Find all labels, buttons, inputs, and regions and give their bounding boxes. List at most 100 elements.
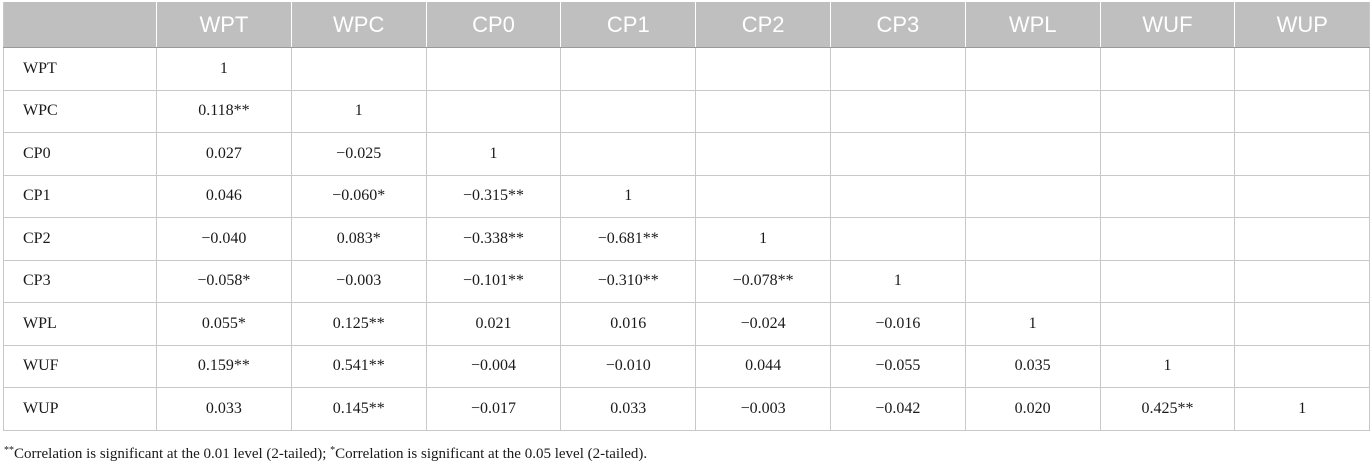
table-cell (829, 89, 966, 133)
table-cell (1234, 302, 1371, 346)
column-header: CP0 (426, 2, 562, 48)
table-cell (1234, 259, 1371, 303)
table-cell (964, 174, 1101, 218)
table-cell (1099, 259, 1236, 303)
table-cell: 0.046 (156, 174, 292, 218)
table-cell (560, 89, 697, 133)
table-row: CP2 −0.040 0.083* −0.338** −0.681** 1 (3, 217, 1371, 261)
table-cell: 1 (290, 89, 427, 133)
table-cell: −0.010 (560, 344, 697, 388)
table-cell (964, 217, 1101, 261)
table-cell (1099, 89, 1236, 133)
table-cell: −0.004 (425, 344, 562, 388)
table-cell (425, 89, 562, 133)
row-header-cell: CP3 (3, 259, 157, 303)
table-cell (425, 47, 562, 91)
table-cell (1099, 132, 1236, 176)
table-cell: 1 (964, 302, 1101, 346)
table-cell (1099, 302, 1236, 346)
table-cell: 1 (829, 259, 966, 303)
row-header-cell: WPT (3, 47, 157, 91)
table-row: WUP 0.033 0.145** −0.017 0.033 −0.003 −0.042 0.… (3, 387, 1371, 431)
table-cell (1234, 174, 1371, 218)
table-cell (829, 217, 966, 261)
table-cell: −0.101** (425, 259, 562, 303)
table-cell (964, 132, 1101, 176)
table-cell: 1 (1234, 387, 1371, 431)
table-cell: 1 (425, 132, 562, 176)
table-cell: 0.016 (560, 302, 697, 346)
table-cell (964, 259, 1101, 303)
table-cell: −0.003 (290, 259, 427, 303)
table-row: WUF 0.159** 0.541** −0.004 −0.010 0.044 −0.055… (3, 344, 1371, 388)
table-cell: 0.044 (695, 344, 831, 388)
table-row: WPL 0.055* 0.125** 0.021 0.016 −0.024 −0.016 1 (3, 302, 1371, 346)
table-cell: 1 (1099, 344, 1236, 388)
table-cell (1234, 217, 1371, 261)
table-cell: 0.033 (156, 387, 292, 431)
footnote-text-005: Correlation is significant at the 0.05 l… (335, 446, 648, 462)
table-body: WPT 1 WPC 0.118** 1 CP0 0.027 −0.025 1 CP1 0.046 −0… (3, 47, 1371, 431)
table-cell: −0.315** (425, 174, 562, 218)
table-cell (1234, 89, 1371, 133)
table-cell: 0.083* (290, 217, 427, 261)
row-header-cell: CP0 (3, 132, 157, 176)
row-header-cell: WUF (3, 344, 157, 388)
table-cell: −0.016 (829, 302, 966, 346)
table-cell (1234, 47, 1371, 91)
table-row: CP3 −0.058* −0.003 −0.101** −0.310** −0.078**… (3, 259, 1371, 303)
row-header-cell: WPC (3, 89, 157, 133)
row-header-cell: WPL (3, 302, 157, 346)
table-cell: −0.024 (695, 302, 831, 346)
table-cell (964, 47, 1101, 91)
table-cell (1234, 344, 1371, 388)
table-cell: −0.338** (425, 217, 562, 261)
table-row: CP0 0.027 −0.025 1 (3, 132, 1371, 176)
footnote: **Correlation is significant at the 0.01… (4, 445, 647, 463)
table-cell: 0.055* (156, 302, 292, 346)
table-cell: −0.042 (829, 387, 966, 431)
column-header: WPL (965, 2, 1101, 48)
table-cell (1099, 47, 1236, 91)
table-cell (560, 47, 697, 91)
footnote-mark-single: * (330, 445, 336, 456)
row-header-cell: CP1 (3, 174, 157, 218)
table-cell (560, 132, 697, 176)
table-cell: −0.040 (156, 217, 292, 261)
table-cell: 0.021 (425, 302, 562, 346)
table-cell (964, 89, 1101, 133)
table-cell (1099, 217, 1236, 261)
table-cell: 0.020 (964, 387, 1101, 431)
table-cell: 0.159** (156, 344, 292, 388)
correlation-table: WPT WPC CP0 CP1 CP2 CP3 WPL WUF WUP WPT 1… (3, 2, 1371, 431)
row-header-cell: CP2 (3, 217, 157, 261)
table-cell: 0.035 (964, 344, 1101, 388)
table-cell (695, 89, 831, 133)
column-header: WUP (1234, 2, 1370, 48)
table-cell: 0.027 (156, 132, 292, 176)
table-cell (695, 174, 831, 218)
footnote-mark-double: ** (4, 445, 14, 456)
footnote-text-001: Correlation is significant at the 0.01 l… (14, 446, 331, 462)
table-header: WPT WPC CP0 CP1 CP2 CP3 WPL WUF WUP (3, 2, 1370, 48)
table-cell: 0.125** (290, 302, 427, 346)
table-cell: 0.145** (290, 387, 427, 431)
table-cell: 0.541** (290, 344, 427, 388)
table-cell: 1 (695, 217, 831, 261)
column-header: CP2 (695, 2, 831, 48)
column-header: WPT (156, 2, 292, 48)
table-cell: −0.003 (695, 387, 831, 431)
table-cell: −0.025 (290, 132, 427, 176)
table-cell: −0.055 (829, 344, 966, 388)
table-cell: −0.058* (156, 259, 292, 303)
table-cell (829, 132, 966, 176)
table-cell (695, 47, 831, 91)
table-cell: 0.118** (156, 89, 292, 133)
table-row: CP1 0.046 −0.060* −0.315** 1 (3, 174, 1371, 218)
column-header: CP3 (830, 2, 966, 48)
table-cell (1099, 174, 1236, 218)
table-cell: 0.425** (1099, 387, 1236, 431)
table-row: WPT 1 (3, 47, 1371, 91)
header-row: WPT WPC CP0 CP1 CP2 CP3 WPL WUF WUP (3, 2, 1370, 48)
column-header: WPC (291, 2, 427, 48)
